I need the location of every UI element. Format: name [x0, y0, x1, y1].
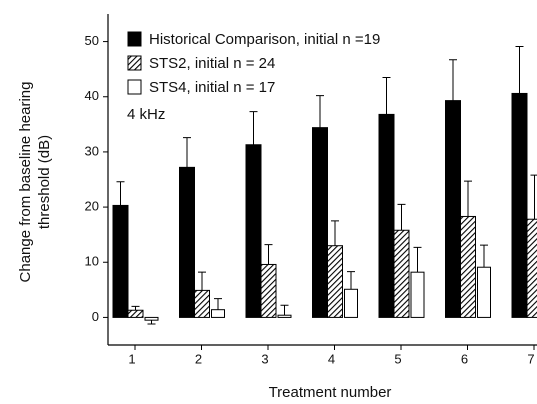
- bar: [327, 245, 343, 318]
- bar: [245, 144, 262, 318]
- legend-swatch: [127, 31, 142, 47]
- x-tick-label: 3: [261, 351, 268, 366]
- legend-label: STS4, initial n = 17: [149, 79, 275, 96]
- x-tick-label: 6: [461, 351, 468, 366]
- bar: [460, 215, 476, 318]
- y-tick-label: 40: [85, 88, 99, 103]
- y-tick-label: 0: [92, 309, 99, 324]
- x-tick-label: 2: [195, 351, 202, 366]
- error-bar: [214, 298, 222, 310]
- bar: [526, 218, 537, 318]
- bar: [511, 92, 528, 318]
- bar: [211, 309, 225, 318]
- x-tick-label: 4: [328, 351, 335, 366]
- error-bar: [331, 220, 339, 246]
- bar: [260, 263, 277, 318]
- bar: [393, 229, 410, 318]
- error-bar: [198, 271, 206, 291]
- x-axis-title: Treatment number: [269, 384, 392, 401]
- bar: [445, 100, 461, 318]
- x-tick-label: 1: [128, 351, 135, 366]
- error-bar: [183, 137, 191, 168]
- x-tick-label: 5: [394, 351, 401, 366]
- error-bar: [347, 271, 355, 290]
- annotation: 4 kHz: [127, 106, 165, 123]
- bar: [112, 204, 129, 318]
- error-bar: [147, 320, 156, 325]
- y-axis-title: Change from baseline hearing: [17, 82, 34, 283]
- error-bar: [116, 181, 125, 206]
- y-tick-label: 30: [85, 143, 99, 158]
- legend-label: Historical Comparison, initial n =19: [149, 31, 380, 48]
- error-bar: [413, 246, 422, 273]
- bar: [378, 113, 395, 318]
- legend-swatch: [127, 55, 142, 71]
- legend-swatch: [127, 79, 142, 95]
- y-tick-label: 50: [85, 33, 99, 48]
- error-bar: [280, 304, 289, 316]
- error-bar: [316, 95, 324, 128]
- error-bar: [530, 174, 537, 220]
- legend-label: STS2, initial n = 24: [149, 55, 275, 72]
- bar: [144, 316, 159, 321]
- error-bar: [382, 76, 391, 115]
- y-axis-title: threshold (dB): [36, 135, 53, 229]
- y-tick-label: 20: [85, 199, 99, 214]
- bar: [477, 266, 491, 318]
- bar: [179, 166, 195, 318]
- error-bar: [397, 203, 406, 231]
- y-tick-label: 10: [85, 254, 99, 269]
- bar: [194, 289, 210, 318]
- bar: [312, 127, 328, 318]
- error-bar: [249, 111, 258, 145]
- bar: [277, 314, 292, 318]
- error-bar: [515, 46, 524, 94]
- x-tick-label: 7: [527, 351, 534, 366]
- error-bar: [264, 244, 273, 265]
- bar: [410, 271, 425, 318]
- bar: [127, 309, 144, 318]
- error-bar: [131, 305, 140, 311]
- error-bar: [464, 180, 472, 217]
- error-bar: [480, 244, 488, 268]
- error-bar: [449, 59, 457, 101]
- bar: [344, 288, 358, 318]
